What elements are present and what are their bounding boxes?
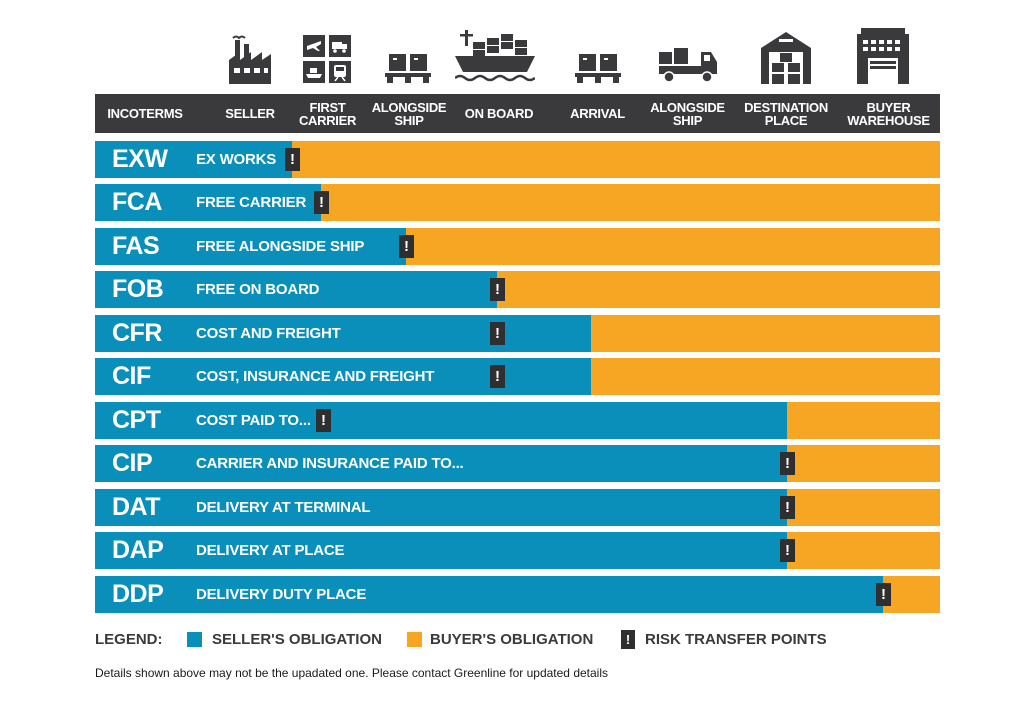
incoterm-row: CPT COST PAID TO...!	[95, 402, 940, 439]
risk-transfer-marker: !	[780, 452, 795, 475]
warehouse-icon	[750, 22, 822, 84]
risk-transfer-marker: !	[490, 365, 505, 388]
incoterm-row: CFR COST AND FREIGHT!	[95, 315, 940, 352]
legend-buyer-swatch	[407, 632, 422, 647]
header-alongside-ship: ALONGSIDE SHIP	[371, 99, 447, 128]
legend: LEGEND: SELLER'S OBLIGATION BUYER'S OBLI…	[95, 626, 940, 652]
incoterm-code: DAT	[112, 493, 161, 521]
header-destination-place: DESTINATION PLACE	[744, 99, 828, 128]
risk-transfer-marker: !	[876, 583, 891, 606]
incoterm-row: CIP CARRIER AND INSURANCE PAID TO...!	[95, 445, 940, 482]
header-buyer-warehouse: BUYER WAREHOUSE	[847, 99, 930, 128]
cargo-ship-icon	[450, 22, 540, 84]
seller-obligation-bar	[95, 402, 787, 439]
legend-buyer-label: BUYER'S OBLIGATION	[430, 630, 594, 648]
incoterm-name: FREE CARRIER	[196, 194, 307, 211]
header-arrival: ARRIVAL	[570, 106, 625, 121]
risk-transfer-marker: !	[490, 278, 505, 301]
seller-obligation-bar	[95, 184, 321, 221]
incoterm-code: EXW	[112, 145, 168, 173]
incoterm-name: COST, INSURANCE AND FREIGHT	[196, 368, 435, 385]
incoterm-name: COST AND FREIGHT	[196, 325, 341, 342]
incoterm-row: CIF COST, INSURANCE AND FREIGHT!	[95, 358, 940, 395]
transport-modes-icon	[295, 22, 359, 84]
seller-obligation-bar	[95, 228, 406, 265]
legend-risk-label: RISK TRANSFER POINTS	[645, 630, 827, 648]
seller-obligation-bar	[95, 445, 787, 482]
incoterm-name: COST PAID TO...	[196, 412, 311, 429]
pallet-icon	[565, 22, 631, 84]
risk-transfer-marker: !	[780, 539, 795, 562]
incoterm-name: DELIVERY AT PLACE	[196, 542, 345, 559]
header-alongside-ship-destination: ALONGSIDE SHIP	[650, 99, 725, 128]
incoterm-row: DDP DELIVERY DUTY PLACE!	[95, 576, 940, 613]
incoterm-code: FCA	[112, 188, 162, 216]
disclaimer-note: Details shown above may not be the upada…	[95, 666, 609, 680]
incoterm-name: CARRIER AND INSURANCE PAID TO...	[196, 455, 464, 472]
seller-obligation-bar	[95, 358, 591, 395]
incoterm-row: DAP DELIVERY AT PLACE!	[95, 532, 940, 569]
seller-obligation-bar	[95, 315, 591, 352]
pallet-icon	[375, 22, 441, 84]
risk-transfer-marker: !	[490, 322, 505, 345]
risk-transfer-marker: !	[316, 409, 331, 432]
incoterm-code: FAS	[112, 232, 160, 260]
incoterm-name: DELIVERY AT TERMINAL	[196, 499, 371, 516]
legend-seller-label: SELLER'S OBLIGATION	[212, 630, 382, 648]
seller-obligation-bar	[95, 532, 787, 569]
incoterm-row: FOB FREE ON BOARD!	[95, 271, 940, 308]
legend-risk-swatch: !	[621, 630, 635, 649]
incoterm-code: FOB	[112, 275, 164, 303]
incoterm-row: FAS FREE ALONGSIDE SHIP!	[95, 228, 940, 265]
header-seller: SELLER	[225, 106, 275, 121]
incoterm-code: CFR	[112, 319, 162, 347]
risk-transfer-marker: !	[314, 191, 329, 214]
seller-obligation-bar	[95, 141, 292, 178]
incoterm-row: EXW EX WORKS!	[95, 141, 940, 178]
risk-transfer-marker: !	[285, 148, 300, 171]
buyer-warehouse-icon	[845, 22, 921, 84]
header-incoterms: INCOTERMS	[107, 106, 183, 121]
incoterm-code: CPT	[112, 406, 161, 434]
risk-transfer-marker: !	[399, 235, 414, 258]
incoterm-row: FCA FREE CARRIER!	[95, 184, 940, 221]
legend-title: LEGEND:	[95, 630, 163, 648]
factory-icon	[215, 22, 285, 84]
header-first-carrier: FIRST CARRIER	[298, 99, 357, 128]
truck-icon	[650, 22, 725, 84]
incoterm-name: FREE ALONGSIDE SHIP	[196, 238, 365, 255]
header-on-board: ON BOARD	[464, 106, 534, 121]
incoterm-code: DAP	[112, 536, 164, 564]
seller-obligation-bar	[95, 576, 883, 613]
seller-obligation-bar	[95, 271, 497, 308]
incoterm-name: DELIVERY DUTY PLACE	[196, 586, 367, 603]
incoterm-code: CIF	[112, 362, 151, 390]
stage-icons-row	[95, 22, 940, 84]
legend-seller-swatch	[187, 632, 202, 647]
incoterm-code: DDP	[112, 580, 164, 608]
incoterm-code: CIP	[112, 449, 153, 477]
risk-transfer-marker: !	[780, 496, 795, 519]
seller-obligation-bar	[95, 489, 787, 526]
incoterm-row: DAT DELIVERY AT TERMINAL!	[95, 489, 940, 526]
incoterm-name: EX WORKS	[196, 151, 277, 168]
incoterm-name: FREE ON BOARD	[196, 281, 320, 298]
incoterms-header: INCOTERMS SELLER FIRST CARRIER ALONGSIDE…	[95, 94, 940, 133]
